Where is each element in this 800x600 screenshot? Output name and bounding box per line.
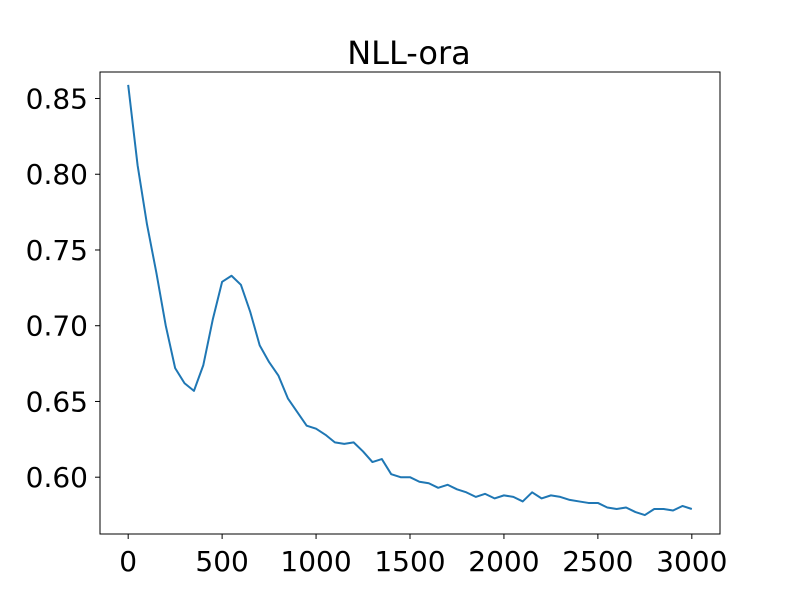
x-axis: 0 500 1000 1500 2000 2500 3000 xyxy=(119,534,727,578)
x-tick-label: 3000 xyxy=(656,545,727,578)
x-tick-label: 2500 xyxy=(562,545,633,578)
y-tick-label: 0.75 xyxy=(26,234,88,267)
x-tick-label: 2000 xyxy=(468,545,539,578)
y-tick-label: 0.80 xyxy=(26,158,88,191)
x-tick-label: 1000 xyxy=(280,545,351,578)
x-tick-label: 1500 xyxy=(374,545,445,578)
chart-title: NLL-ora xyxy=(347,34,471,72)
plot-frame xyxy=(99,71,721,535)
x-tick-label: 0 xyxy=(119,545,137,578)
y-tick-label: 0.70 xyxy=(26,310,88,343)
y-tick-label: 0.85 xyxy=(26,83,88,116)
y-tick-label: 0.65 xyxy=(26,385,88,418)
series-line xyxy=(127,84,693,517)
y-tick-label: 0.60 xyxy=(26,461,88,494)
plot-lines xyxy=(127,84,693,517)
y-axis: 0.60 0.65 0.70 0.75 0.80 0.85 xyxy=(26,83,100,494)
x-tick-label: 500 xyxy=(195,545,248,578)
